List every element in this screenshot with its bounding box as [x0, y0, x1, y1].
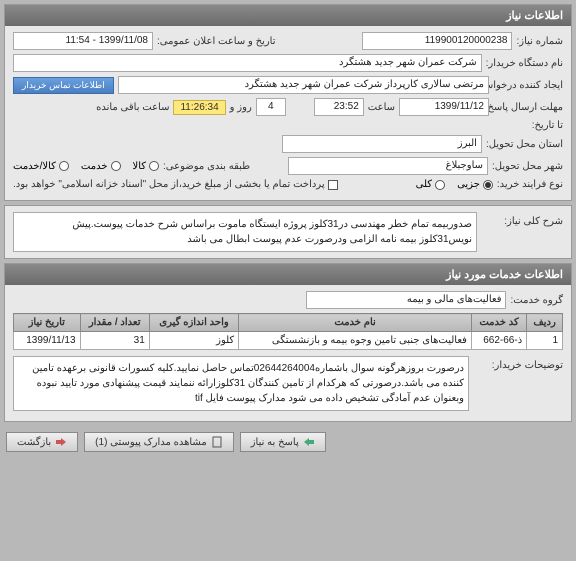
org-value: شرکت عمران شهر جدید هشتگرد — [13, 54, 482, 72]
need-info-header: اطلاعات نیاز — [5, 5, 571, 26]
radio-service[interactable]: خدمت — [81, 161, 121, 172]
button-row: پاسخ به نیاز مشاهده مدارک پیوستی (1) باز… — [0, 426, 576, 458]
cell-unit: کلوز — [149, 332, 238, 350]
services-table: ردیف کد خدمت نام خدمت واحد اندازه گیری ت… — [13, 313, 563, 350]
col-qty: تعداد / مقدار — [80, 314, 149, 332]
col-name: نام خدمت — [239, 314, 472, 332]
services-panel: اطلاعات خدمات مورد نیاز گروه خدمت: فعالی… — [4, 263, 572, 422]
deadline-label: مهلت ارسال پاسخ: — [493, 102, 563, 113]
view-attachments-button[interactable]: مشاهده مدارک پیوستی (1) — [84, 432, 234, 452]
days-count: 4 — [256, 98, 286, 116]
col-row: ردیف — [527, 314, 563, 332]
cell-name: فعالیت‌های جنبی تامین وجوه بیمه و بازنشس… — [239, 332, 472, 350]
deadline-date: 1399/11/12 — [399, 98, 489, 116]
time-label: ساعت — [368, 102, 395, 113]
col-code: کد خدمت — [471, 314, 526, 332]
need-info-panel: اطلاعات نیاز شماره نیاز: 119900120000238… — [4, 4, 572, 201]
back-icon — [55, 436, 67, 448]
cell-date: 1399/11/13 — [14, 332, 81, 350]
days-label: روز و — [230, 102, 252, 113]
city-label: شهر محل تحویل: — [492, 161, 563, 172]
need-no-value: 119900120000238 — [362, 32, 512, 50]
until-label: تا تاریخ: — [493, 120, 563, 131]
services-header: اطلاعات خدمات مورد نیاز — [5, 264, 571, 285]
payment-note-check[interactable]: پرداخت تمام یا بخشی از مبلغ خرید،از محل … — [13, 179, 338, 190]
col-unit: واحد اندازه گیری — [149, 314, 238, 332]
buyer-notes-label: توضیحات خریدار: — [473, 356, 563, 371]
buy-type-radio-group: جزیی کلی — [416, 179, 493, 190]
radio-partial[interactable]: جزیی — [457, 179, 493, 190]
remaining-label: ساعت باقی مانده — [96, 102, 169, 113]
creator-label: ایجاد کننده درخواست: — [493, 80, 563, 91]
province-value: البرز — [282, 135, 482, 153]
province-label: استان محل تحویل: — [486, 139, 563, 150]
announce-value: 1399/11/08 - 11:54 — [13, 32, 153, 50]
radio-goods[interactable]: کالا — [133, 161, 160, 172]
table-row[interactable]: 1 ذ-66-662 فعالیت‌های جنبی تامین وجوه بی… — [14, 332, 563, 350]
service-group-value: فعالیت‌های مالی و بیمه — [306, 291, 506, 309]
reply-button[interactable]: پاسخ به نیاز — [240, 432, 326, 452]
need-title-text: صدوربیمه تمام خطر مهندسی در31کلوز پروژه … — [13, 212, 477, 252]
buyer-notes-text: درصورت بروزهرگونه سوال باشماره0264426400… — [13, 356, 469, 411]
remaining-time-badge: 11:26:34 — [173, 100, 225, 115]
cell-qty: 31 — [80, 332, 149, 350]
org-label: نام دستگاه خریدار: — [486, 58, 563, 69]
radio-both[interactable]: کالا/خدمت — [13, 161, 69, 172]
class-radio-group: کالا خدمت کالا/خدمت — [13, 161, 159, 172]
creator-value: مرتضی سالاری کارپرداز شرکت عمران شهر جدی… — [118, 76, 489, 94]
attach-icon — [211, 436, 223, 448]
buyer-contact-button[interactable]: اطلاعات تماس خریدار — [13, 77, 114, 94]
class-label: طبقه بندی موضوعی: — [163, 161, 250, 172]
buy-type-label: نوع فرایند خرید: — [497, 179, 563, 190]
need-title-label: شرح کلی نیاز: — [483, 212, 563, 227]
need-title-panel: شرح کلی نیاز: صدوربیمه تمام خطر مهندسی د… — [4, 205, 572, 259]
need-info-body: شماره نیاز: 119900120000238 تاریخ و ساعت… — [5, 26, 571, 200]
payment-note: پرداخت تمام یا بخشی از مبلغ خرید،از محل … — [13, 179, 325, 190]
radio-full[interactable]: کلی — [416, 179, 445, 190]
announce-label: تاریخ و ساعت اعلان عمومی: — [157, 36, 276, 47]
deadline-time: 23:52 — [314, 98, 364, 116]
cell-row: 1 — [527, 332, 563, 350]
col-date: تاریخ نیاز — [14, 314, 81, 332]
service-group-label: گروه خدمت: — [510, 295, 563, 306]
back-button[interactable]: بازگشت — [6, 432, 78, 452]
reply-icon — [303, 436, 315, 448]
need-no-label: شماره نیاز: — [516, 36, 563, 47]
table-header-row: ردیف کد خدمت نام خدمت واحد اندازه گیری ت… — [14, 314, 563, 332]
city-value: ساوجبلاغ — [288, 157, 488, 175]
cell-code: ذ-66-662 — [471, 332, 526, 350]
